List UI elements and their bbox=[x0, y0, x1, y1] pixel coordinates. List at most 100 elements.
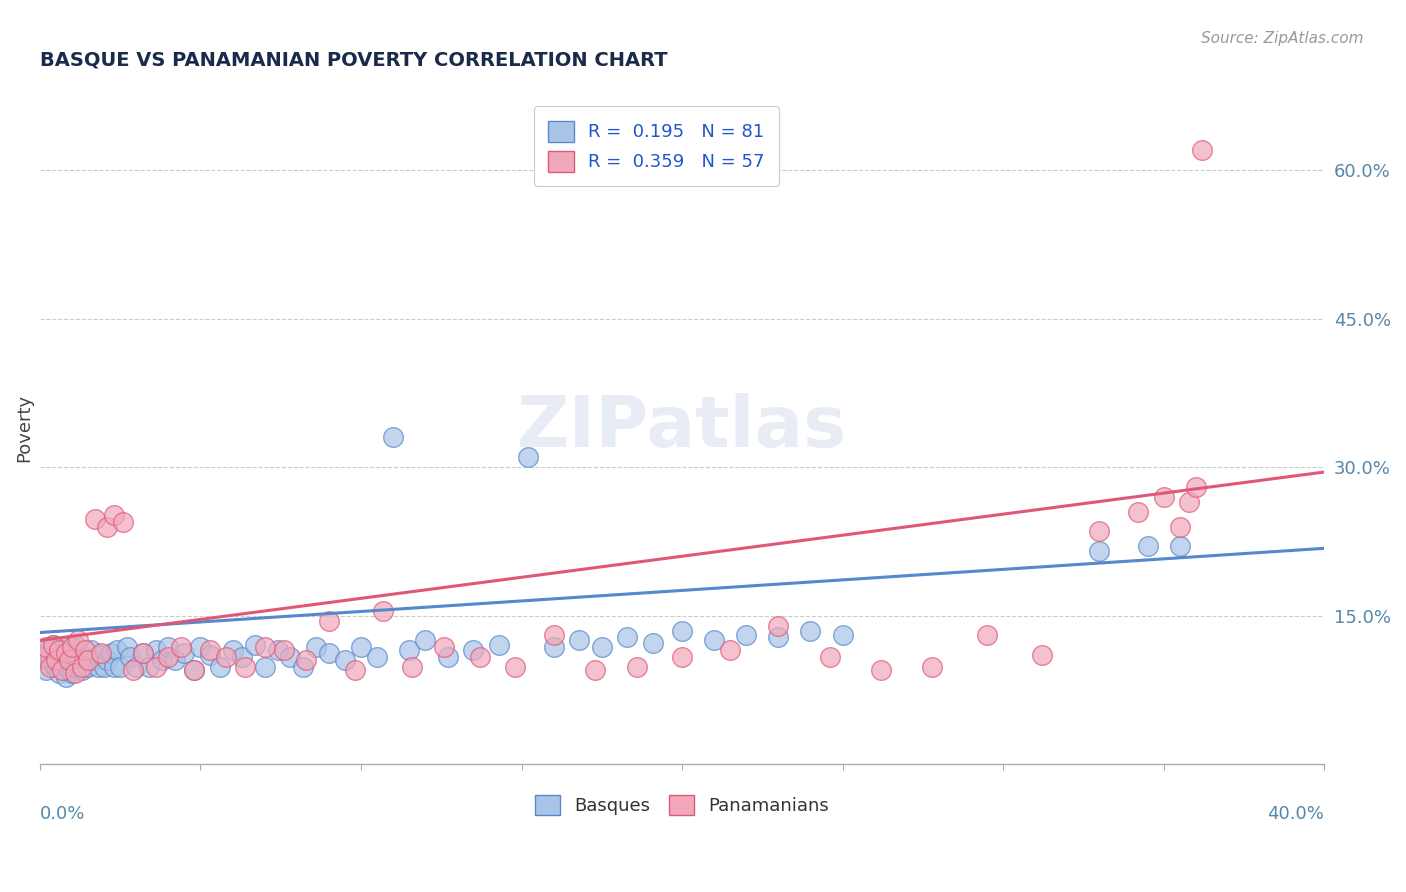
Point bbox=[170, 640, 193, 655]
Legend: R =  0.195   N = 81, R =  0.359   N = 57: R = 0.195 N = 81, R = 0.359 N = 57 bbox=[534, 106, 779, 186]
Point bbox=[55, 670, 77, 684]
Point bbox=[401, 660, 423, 674]
Point bbox=[243, 639, 266, 653]
Point bbox=[32, 648, 55, 663]
Point bbox=[60, 643, 83, 657]
Point bbox=[105, 643, 128, 657]
Y-axis label: Poverty: Poverty bbox=[15, 393, 32, 461]
Point bbox=[516, 450, 538, 465]
Point bbox=[235, 660, 257, 674]
Point bbox=[231, 650, 253, 665]
Point bbox=[38, 660, 60, 674]
Point bbox=[976, 628, 998, 642]
Point bbox=[333, 653, 356, 667]
Point bbox=[488, 639, 510, 653]
Point bbox=[35, 663, 58, 677]
Point bbox=[122, 663, 145, 677]
Point bbox=[77, 653, 100, 667]
Point bbox=[382, 430, 405, 444]
Point bbox=[51, 663, 73, 677]
Point bbox=[1136, 539, 1159, 553]
Point bbox=[1088, 544, 1111, 558]
Point bbox=[38, 653, 60, 667]
Text: ZIPatlas: ZIPatlas bbox=[517, 393, 846, 462]
Point bbox=[48, 643, 70, 657]
Text: BASQUE VS PANAMANIAN POVERTY CORRELATION CHART: BASQUE VS PANAMANIAN POVERTY CORRELATION… bbox=[39, 51, 668, 70]
Point bbox=[318, 614, 340, 628]
Point bbox=[173, 646, 195, 660]
Point bbox=[65, 639, 87, 653]
Text: Source: ZipAtlas.com: Source: ZipAtlas.com bbox=[1201, 31, 1364, 46]
Point bbox=[1191, 143, 1213, 157]
Point bbox=[870, 663, 893, 677]
Point bbox=[45, 660, 67, 674]
Point bbox=[145, 643, 167, 657]
Point bbox=[145, 660, 167, 674]
Point bbox=[131, 646, 153, 660]
Point bbox=[703, 633, 725, 648]
Point bbox=[80, 643, 103, 657]
Point bbox=[318, 646, 340, 660]
Point bbox=[1178, 495, 1201, 509]
Point bbox=[51, 658, 73, 673]
Point bbox=[1153, 490, 1175, 504]
Point bbox=[398, 643, 420, 657]
Point bbox=[468, 650, 491, 665]
Point bbox=[208, 660, 231, 674]
Point bbox=[45, 646, 67, 660]
Point bbox=[60, 640, 83, 655]
Point bbox=[735, 628, 758, 642]
Point bbox=[463, 643, 485, 657]
Point bbox=[295, 653, 318, 667]
Point bbox=[616, 631, 638, 645]
Point bbox=[350, 640, 373, 655]
Point bbox=[103, 508, 125, 522]
Point bbox=[436, 650, 458, 665]
Point bbox=[1184, 480, 1206, 494]
Point bbox=[253, 640, 276, 655]
Point bbox=[591, 640, 613, 655]
Point bbox=[115, 640, 138, 655]
Point bbox=[131, 646, 153, 660]
Point bbox=[73, 643, 96, 657]
Point bbox=[77, 660, 100, 674]
Point bbox=[543, 628, 565, 642]
Point bbox=[60, 666, 83, 681]
Point bbox=[45, 653, 67, 667]
Point bbox=[138, 660, 160, 674]
Point bbox=[266, 643, 288, 657]
Point bbox=[108, 660, 131, 674]
Point bbox=[818, 650, 841, 665]
Point bbox=[70, 663, 93, 677]
Point bbox=[42, 639, 65, 653]
Point bbox=[38, 640, 60, 655]
Point bbox=[1168, 539, 1191, 553]
Point bbox=[1031, 648, 1053, 663]
Point bbox=[292, 660, 315, 674]
Point bbox=[273, 643, 295, 657]
Point bbox=[157, 650, 180, 665]
Point bbox=[51, 650, 73, 665]
Point bbox=[1088, 524, 1111, 539]
Point bbox=[221, 643, 243, 657]
Point bbox=[83, 653, 105, 667]
Point bbox=[67, 657, 90, 671]
Point bbox=[48, 666, 70, 681]
Point bbox=[70, 660, 93, 674]
Point bbox=[718, 643, 741, 657]
Point bbox=[280, 650, 302, 665]
Point bbox=[253, 660, 276, 674]
Point bbox=[921, 660, 943, 674]
Point bbox=[198, 643, 221, 657]
Point bbox=[1168, 519, 1191, 533]
Point bbox=[103, 660, 125, 674]
Point bbox=[55, 640, 77, 655]
Point bbox=[366, 650, 388, 665]
Point bbox=[42, 658, 65, 673]
Point bbox=[583, 663, 606, 677]
Point bbox=[190, 640, 212, 655]
Point bbox=[96, 519, 118, 533]
Point bbox=[643, 636, 665, 650]
Point bbox=[503, 660, 526, 674]
Point bbox=[183, 663, 205, 677]
